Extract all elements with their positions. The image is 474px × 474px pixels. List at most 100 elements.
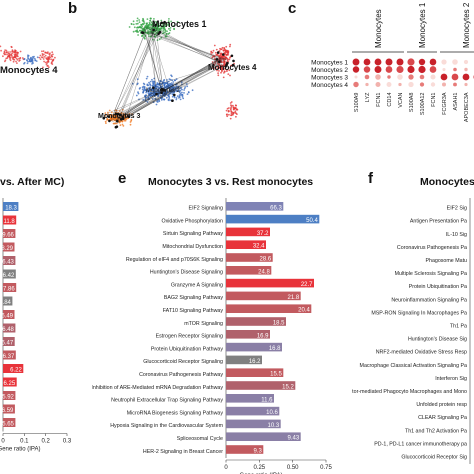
chart-e-title: Monocytes 3 vs. Rest monocytes xyxy=(148,176,314,188)
umap-a-point xyxy=(13,58,16,61)
umap-b-point xyxy=(143,86,146,89)
umap-b-point xyxy=(226,59,229,62)
umap-panel-a: Monocytes 4 xyxy=(0,45,58,76)
category-label: Inhibition of ARE-Mediated mRNA Degradat… xyxy=(92,385,223,391)
x-tick-label: 0.3 xyxy=(63,439,72,445)
umap-b-edge xyxy=(123,57,227,120)
umap-b-point xyxy=(146,75,149,78)
umap-b-node xyxy=(171,99,174,102)
category-label: Coronavirus Pathogenesis Pa xyxy=(397,245,467,251)
bar xyxy=(226,240,266,249)
dotplot-dot xyxy=(440,73,448,81)
umap-b-point xyxy=(168,18,170,20)
umap-b-point xyxy=(152,21,155,23)
umap-a-point xyxy=(19,50,22,53)
umap-a-point xyxy=(7,51,9,53)
umap-a-points xyxy=(0,45,56,69)
dotplot-dot xyxy=(462,73,470,81)
umap-b-edge xyxy=(107,62,222,114)
umap-b-node xyxy=(154,23,157,27)
umap-a-point xyxy=(14,51,16,54)
umap-a-point xyxy=(26,62,29,65)
umap-b-label-monocytes2: Monocytes 2 xyxy=(146,88,181,94)
umap-b-point xyxy=(163,25,165,28)
umap-b-node xyxy=(215,58,219,61)
umap-b-point xyxy=(228,107,230,109)
umap-a-point xyxy=(5,49,8,52)
category-label: Multiple Sclerosis Signaling Pa xyxy=(395,271,467,277)
dotplot-dot xyxy=(386,82,392,87)
umap-b-point xyxy=(234,110,237,113)
umap-b-point xyxy=(141,27,143,30)
umap-b-point xyxy=(160,19,163,22)
umap-a-point xyxy=(51,51,54,54)
umap-b-point xyxy=(172,81,175,83)
umap-a-point xyxy=(16,62,18,64)
umap-b-point xyxy=(132,30,135,33)
umap-a-point xyxy=(48,54,51,56)
umap-b-node xyxy=(216,51,220,54)
dotplot-dot xyxy=(452,59,458,65)
umap-a-point xyxy=(43,56,46,58)
bar-value-label: 16.2 xyxy=(249,359,261,365)
umap-a-point xyxy=(32,56,35,59)
umap-b-label-monocytes3: Monocytes 3 xyxy=(98,113,141,120)
umap-b-edge xyxy=(144,27,162,89)
umap-b-point xyxy=(141,34,144,37)
umap-b-point xyxy=(145,91,148,94)
panel-letter-b: b xyxy=(68,0,78,17)
bar xyxy=(226,406,280,416)
umap-b-point xyxy=(213,44,216,47)
category-label: EIF2 Sig xyxy=(447,206,467,212)
umap-b-point xyxy=(169,29,172,32)
umap-b-node xyxy=(152,86,155,89)
umap-a-point xyxy=(48,55,51,58)
umap-b-point xyxy=(172,25,175,27)
dotplot-header-label: Monocytes 2 xyxy=(462,2,471,48)
umap-a-point xyxy=(10,54,13,57)
umap-b-edge xyxy=(117,90,160,118)
umap-a-point xyxy=(29,57,32,60)
umap-b-point xyxy=(149,19,152,22)
dotplot-gene-label: FCGR3A xyxy=(442,92,448,115)
umap-b-point xyxy=(147,29,149,31)
bar xyxy=(226,214,320,224)
bar xyxy=(226,394,274,403)
dotplot-dot xyxy=(365,82,369,87)
bar-value-label: 18.3 xyxy=(5,206,17,212)
umap-b-point xyxy=(191,89,194,92)
dotplot-dot xyxy=(408,81,414,88)
umap-b-point xyxy=(212,49,215,52)
dotplot-dot xyxy=(463,59,469,65)
umap-b-point xyxy=(164,82,166,85)
umap-b-point xyxy=(228,69,231,72)
umap-b-point xyxy=(183,89,185,91)
umap-b-point xyxy=(224,56,227,58)
umap-b-point xyxy=(160,99,163,101)
umap-b-point xyxy=(123,119,126,122)
umap-b-point xyxy=(210,50,213,53)
umap-a-point xyxy=(0,45,2,48)
umap-b-point xyxy=(219,53,222,56)
umap-b-node xyxy=(222,53,225,56)
umap-a-point xyxy=(47,66,50,69)
dotplot-dot xyxy=(352,58,360,66)
umap-b-point xyxy=(140,29,143,32)
umap-b-point xyxy=(223,47,226,49)
dotplot-dot xyxy=(408,74,414,80)
category-label: Granzyme A Signaling xyxy=(171,282,223,288)
umap-b-node xyxy=(118,113,122,116)
dotplot-dot xyxy=(396,65,404,74)
umap-b-point xyxy=(220,48,223,51)
bar-value-label: 15.5 xyxy=(270,372,282,378)
dotplot-dot xyxy=(396,58,404,66)
bar-value-label: 6.37 xyxy=(3,354,15,360)
umap-b-point xyxy=(141,25,143,28)
umap-b-point xyxy=(146,22,148,25)
dotplot-gene-label: ASAH1 xyxy=(453,93,459,111)
umap-b-node xyxy=(173,93,176,97)
umap-b-point xyxy=(187,91,190,93)
dotplot-row-label: Monocytes 4 xyxy=(311,82,348,89)
umap-b-point xyxy=(129,123,132,126)
umap-b-point xyxy=(230,114,233,117)
